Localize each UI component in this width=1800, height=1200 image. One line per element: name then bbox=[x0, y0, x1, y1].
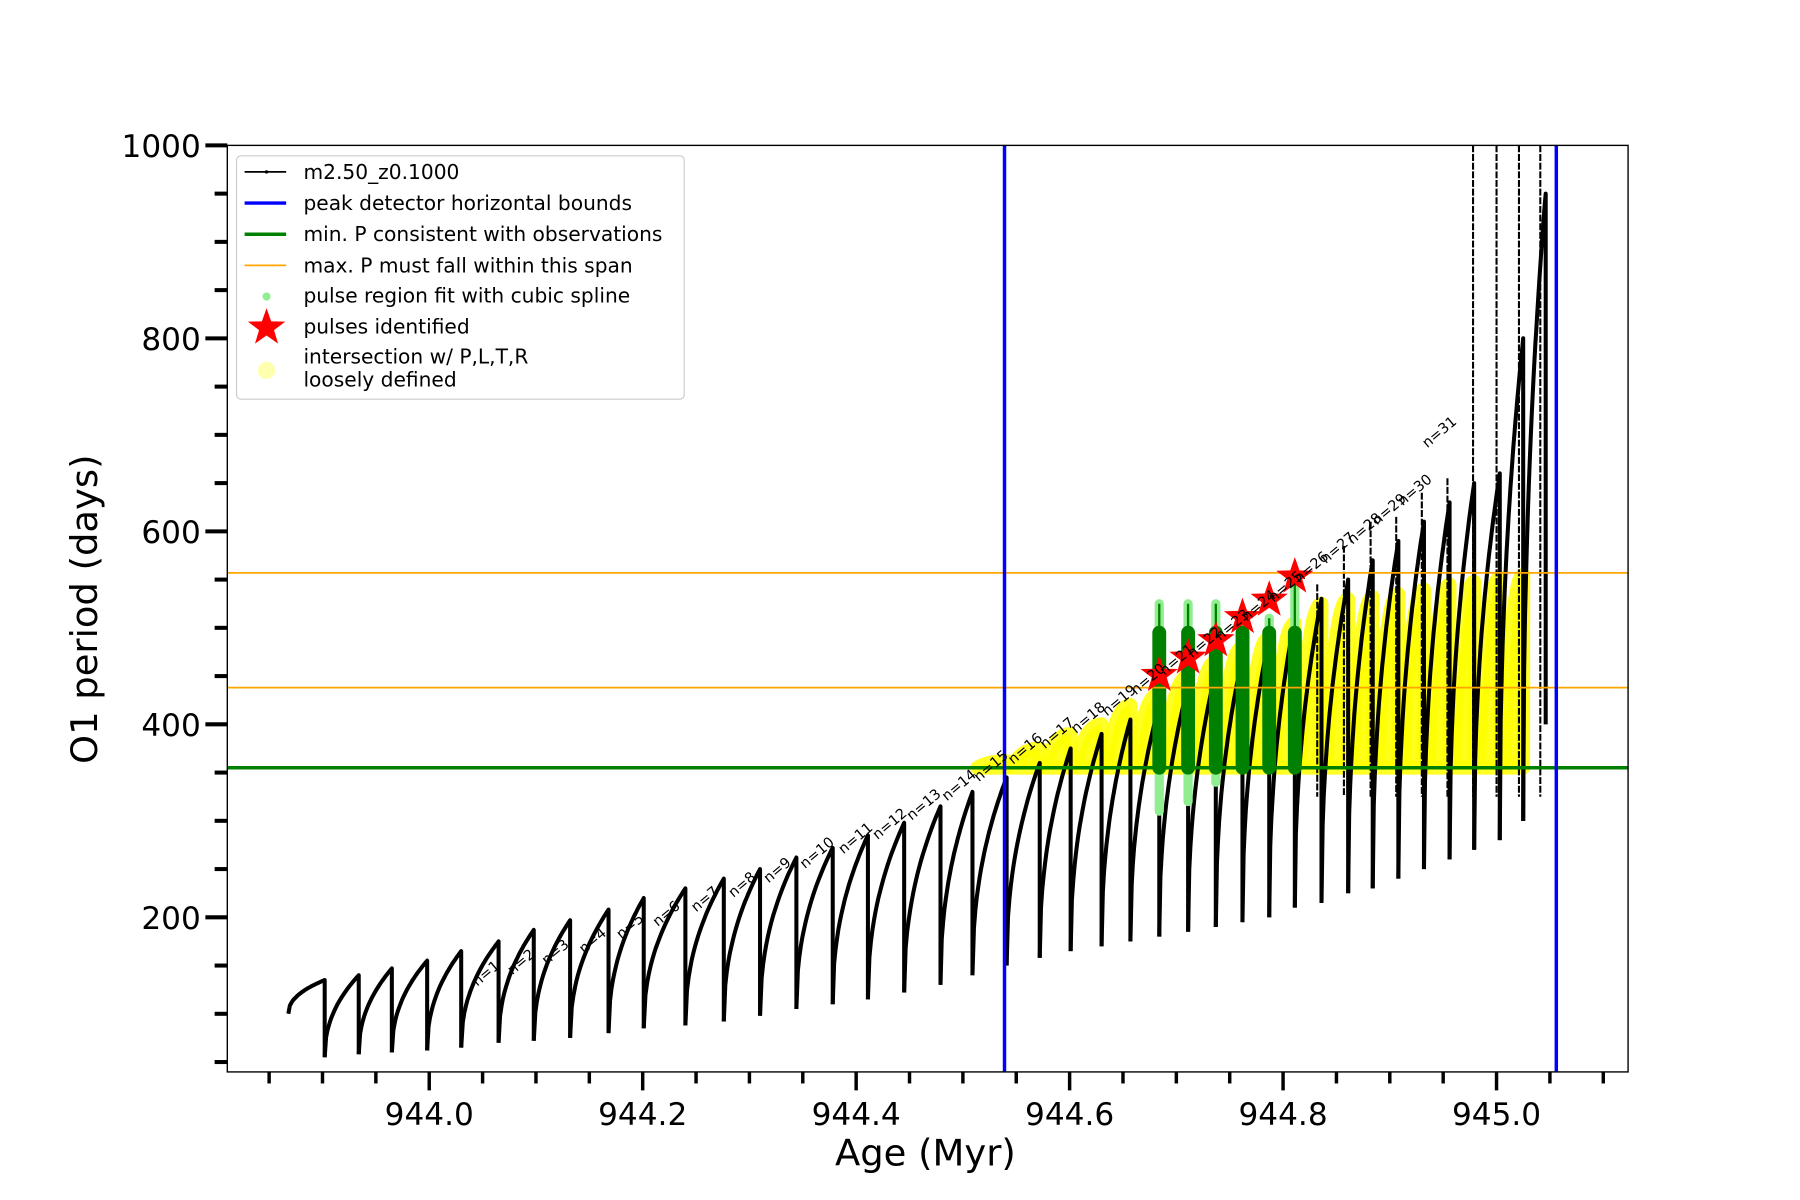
legend-label: m2.50_z0.1000 bbox=[303, 160, 459, 184]
intersection-region bbox=[1037, 727, 1078, 775]
model-curve-segment bbox=[902, 804, 943, 993]
model-curve-segment bbox=[641, 886, 688, 1029]
model-curve-segment bbox=[865, 820, 907, 1000]
y-tick-label: 600 bbox=[141, 515, 200, 551]
legend-label: pulses identified bbox=[303, 314, 469, 338]
y-tick-label: 400 bbox=[141, 708, 200, 744]
star-icon bbox=[247, 308, 286, 344]
legend: m2.50_z0.1000 peak detector horizontal b… bbox=[235, 155, 685, 400]
intersection-region bbox=[1099, 698, 1138, 775]
model-curve-segment bbox=[606, 896, 646, 1034]
legend-label: min. P consistent with observations bbox=[303, 222, 662, 246]
circle-icon bbox=[257, 361, 276, 380]
legend-item-max-p: max. P must fall within this span bbox=[244, 253, 633, 277]
x-tick-label: 944.8 bbox=[1238, 1097, 1327, 1133]
pulse-identified-star bbox=[1197, 620, 1235, 657]
legend-label: loosely defined bbox=[303, 368, 456, 392]
model-curve-segment bbox=[1099, 717, 1133, 947]
pulse-identified-star bbox=[1140, 655, 1178, 692]
plot-frame bbox=[226, 144, 1629, 1073]
pulse-identified-star bbox=[1250, 580, 1288, 616]
legend-item-spline: pulse region fit with cubic spline bbox=[262, 283, 630, 307]
model-curve-segment bbox=[970, 775, 1009, 976]
x-tick-label: 944.0 bbox=[385, 1097, 474, 1133]
legend-box bbox=[235, 155, 685, 400]
model-curve-segment bbox=[1004, 760, 1042, 966]
model-curve-segment bbox=[322, 973, 361, 1058]
model-curve-segment bbox=[794, 845, 835, 1010]
x-tick-label: 944.4 bbox=[812, 1097, 901, 1133]
model-curve-segment bbox=[1521, 191, 1548, 821]
plot-marks: n=1 n=2 n=3 n=4 n=5 n=6 n=7 n=8 n=9 n=10n=11n=12n… bbox=[227, 145, 1629, 1072]
legend-item-intersection: intersection w/ P,L,T,R loosely defined bbox=[257, 344, 528, 392]
model-curve-segment bbox=[425, 949, 464, 1051]
model-curve-segment bbox=[496, 927, 536, 1043]
legend-label: max. P must fall within this span bbox=[303, 253, 632, 277]
model-curve-segment bbox=[459, 939, 501, 1048]
y-tick-label: 200 bbox=[141, 901, 200, 937]
model-curve-segment bbox=[1497, 336, 1526, 841]
model-curve-segment bbox=[1068, 731, 1104, 952]
pulse-identified-star bbox=[1223, 597, 1262, 634]
model-curve-segment bbox=[938, 789, 975, 985]
model-curve-segment bbox=[1421, 500, 1452, 870]
line-marker-icon bbox=[264, 170, 269, 174]
pulse-identified-star bbox=[1169, 638, 1207, 674]
axes: 944.0 944.2 944.4 944.6 944.8 945.0 200 400 600 8… bbox=[122, 129, 1605, 1133]
x-axis-title: Age (Myr) bbox=[835, 1131, 1016, 1174]
model-curve-segment bbox=[531, 918, 573, 1041]
intersection-region bbox=[1004, 741, 1047, 775]
legend-item-model: m2.50_z0.1000 bbox=[244, 160, 459, 184]
y-tick-label: 800 bbox=[141, 322, 200, 358]
model-curve-segment bbox=[1037, 746, 1073, 958]
model-curve-segment bbox=[1396, 519, 1426, 879]
y-axis-title: O1 period (days) bbox=[63, 454, 106, 763]
legend-item-pulses: pulses identified bbox=[247, 308, 470, 344]
model-curve-segment bbox=[356, 966, 394, 1055]
model-curve-segment bbox=[721, 867, 763, 1022]
legend-label: peak detector horizontal bounds bbox=[303, 191, 632, 215]
legend-label: intersection w/ P,L,T,R bbox=[303, 344, 528, 368]
legend-item-peak-bounds: peak detector horizontal bounds bbox=[244, 191, 632, 215]
model-curve-segment bbox=[683, 876, 726, 1026]
model-curve-segment bbox=[830, 833, 870, 1005]
x-tick-label: 945.0 bbox=[1452, 1097, 1541, 1133]
model-curve-segment bbox=[1346, 558, 1375, 894]
pulse-identified-star bbox=[1276, 557, 1314, 593]
y-tick-label: 1000 bbox=[122, 129, 201, 165]
legend-item-min-p: min. P consistent with observations bbox=[244, 222, 662, 246]
model-curve-segment bbox=[568, 907, 611, 1038]
legend-label: pulse region fit with cubic spline bbox=[303, 283, 630, 307]
x-tick-label: 944.6 bbox=[1025, 1097, 1114, 1133]
dot-icon bbox=[262, 292, 271, 301]
model-curve-segment bbox=[1370, 539, 1401, 889]
x-tick-label: 944.2 bbox=[598, 1097, 687, 1133]
model-curve-segment bbox=[389, 958, 430, 1053]
model-curve-segment bbox=[758, 855, 799, 1016]
model-curve-segment bbox=[286, 978, 327, 1058]
